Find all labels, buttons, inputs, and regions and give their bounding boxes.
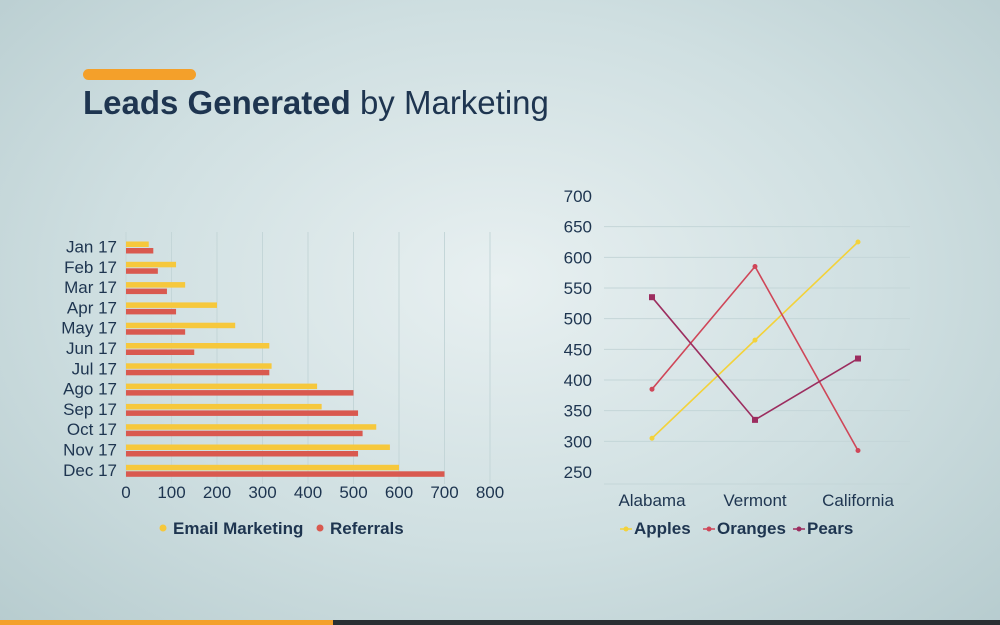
line-y-tick-label: 650 bbox=[564, 218, 592, 237]
bar-referrals bbox=[126, 349, 195, 355]
bar-referrals bbox=[126, 410, 359, 416]
point-oranges bbox=[752, 264, 758, 270]
bar-email-marketing bbox=[126, 261, 177, 268]
bottom-dark-bar bbox=[333, 620, 1000, 625]
bar-email-marketing bbox=[126, 444, 390, 450]
title-accent-bar bbox=[83, 69, 196, 80]
bar-x-tick-label: 500 bbox=[339, 483, 367, 502]
line-category-label: Vermont bbox=[723, 491, 787, 510]
bar-category-label: Jul 17 bbox=[72, 359, 117, 378]
bar-referrals bbox=[126, 390, 354, 396]
legend-marker bbox=[159, 524, 167, 532]
line-category-label: California bbox=[822, 491, 894, 510]
page-title: Leads Generated by Marketing bbox=[83, 84, 549, 122]
bar-referrals bbox=[126, 471, 445, 477]
point-pears bbox=[649, 294, 655, 301]
title-bold: Leads Generated bbox=[83, 84, 351, 121]
bar-category-label: Jan 17 bbox=[66, 238, 117, 257]
bar-referrals bbox=[126, 329, 186, 335]
line-y-tick-label: 300 bbox=[564, 432, 592, 451]
legend-label: Pears bbox=[807, 519, 853, 538]
bar-x-tick-label: 100 bbox=[157, 483, 185, 502]
bar-x-tick-label: 700 bbox=[430, 483, 458, 502]
bar-x-tick-label: 400 bbox=[294, 483, 322, 502]
bar-x-tick-label: 0 bbox=[121, 483, 130, 502]
line-y-tick-label: 550 bbox=[564, 279, 592, 298]
line-y-tick-label: 500 bbox=[564, 310, 592, 329]
legend-label: Oranges bbox=[717, 519, 786, 538]
bar-referrals bbox=[126, 288, 167, 295]
bar-email-marketing bbox=[126, 241, 149, 247]
line-series-pears bbox=[651, 296, 859, 421]
bar-referrals bbox=[126, 451, 359, 457]
bar-x-tick-label: 200 bbox=[203, 483, 231, 502]
bar-category-label: Apr 17 bbox=[67, 298, 117, 317]
legend-label: Apples bbox=[634, 519, 691, 538]
bar-category-label: May 17 bbox=[61, 319, 117, 338]
legend-label: Referrals bbox=[330, 519, 404, 538]
bar-email-marketing bbox=[126, 403, 322, 410]
bar-email-marketing bbox=[126, 464, 399, 471]
bar-referrals bbox=[126, 248, 154, 254]
bar-category-label: Oct 17 bbox=[67, 420, 117, 439]
bar-email-marketing bbox=[126, 302, 217, 308]
bar-email-marketing bbox=[126, 424, 377, 430]
line-y-tick-label: 700 bbox=[564, 187, 592, 206]
point-oranges bbox=[855, 448, 861, 454]
bar-referrals bbox=[126, 308, 177, 315]
bar-email-marketing bbox=[126, 322, 236, 329]
line-y-tick-label: 350 bbox=[564, 402, 592, 421]
line-y-tick-label: 450 bbox=[564, 340, 592, 359]
bar-x-tick-label: 600 bbox=[385, 483, 413, 502]
bar-category-label: Mar 17 bbox=[64, 278, 117, 297]
bar-x-tick-label: 300 bbox=[248, 483, 276, 502]
point-apples bbox=[649, 435, 655, 441]
title-light: by Marketing bbox=[359, 84, 549, 121]
line-y-tick-label: 250 bbox=[564, 463, 592, 482]
bar-email-marketing bbox=[126, 282, 186, 288]
point-pears bbox=[855, 355, 861, 362]
line-y-tick-label: 400 bbox=[564, 371, 592, 390]
bar-referrals bbox=[126, 430, 363, 437]
bottom-accent-bar bbox=[0, 620, 333, 625]
point-apples bbox=[855, 239, 861, 245]
line-series-oranges bbox=[651, 265, 859, 451]
bar-category-label: Dec 17 bbox=[63, 461, 117, 480]
bar-category-label: Sep 17 bbox=[63, 400, 117, 419]
bar-x-tick-label: 800 bbox=[476, 483, 504, 502]
point-pears bbox=[752, 416, 758, 423]
legend-marker bbox=[623, 526, 629, 532]
bar-category-label: Jun 17 bbox=[66, 339, 117, 358]
point-oranges bbox=[649, 386, 655, 392]
legend-label: Email Marketing bbox=[173, 519, 303, 538]
line-category-label: Alabama bbox=[618, 491, 686, 510]
bar-email-marketing bbox=[126, 383, 318, 390]
legend-marker bbox=[706, 526, 712, 532]
line-y-tick-label: 600 bbox=[564, 248, 592, 267]
bar-category-label: Feb 17 bbox=[64, 258, 117, 277]
bar-email-marketing bbox=[126, 363, 272, 369]
bar-category-label: Ago 17 bbox=[63, 380, 117, 399]
bar-category-label: Nov 17 bbox=[63, 441, 117, 460]
legend-marker bbox=[796, 526, 802, 532]
bar-referrals bbox=[126, 369, 270, 376]
legend-marker bbox=[316, 524, 324, 532]
point-apples bbox=[752, 337, 758, 343]
bar-email-marketing bbox=[126, 343, 270, 349]
bar-referrals bbox=[126, 268, 158, 274]
